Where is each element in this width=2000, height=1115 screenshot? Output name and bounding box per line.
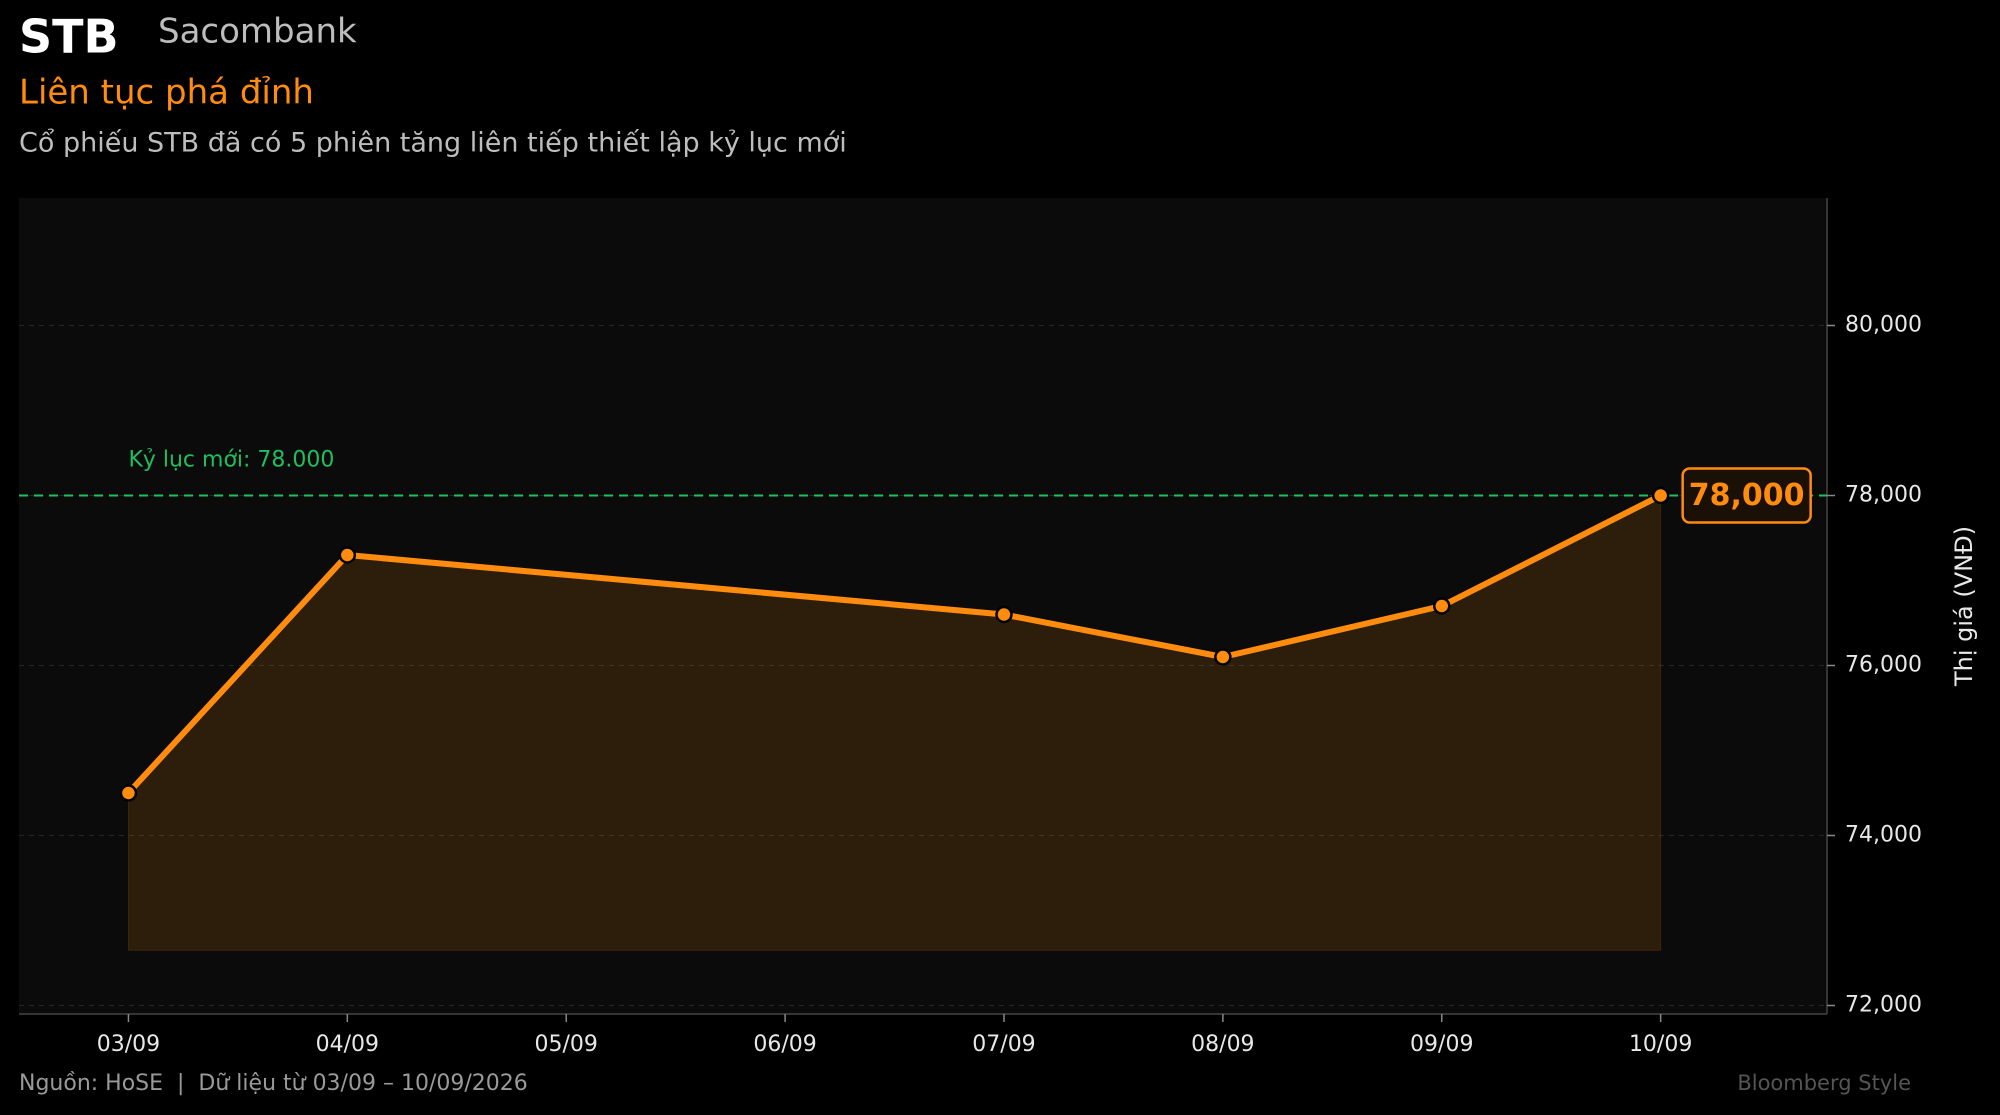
y-tick-label: 74,000: [1845, 823, 1922, 848]
ticker: STB: [19, 10, 119, 64]
x-tick-label: 07/09: [972, 1032, 1035, 1057]
marker: [1214, 648, 1232, 666]
marker: [995, 605, 1013, 624]
x-tick-label: 05/09: [535, 1032, 598, 1057]
y-tick-label: 78,000: [1845, 483, 1922, 508]
marker: [338, 546, 357, 564]
x-tick-label: 04/09: [316, 1032, 379, 1057]
marker: [1433, 597, 1451, 615]
value-label: 78,000: [1689, 478, 1805, 513]
y-tick-label: 72,000: [1845, 993, 1922, 1018]
y-tick-label: 76,000: [1845, 653, 1922, 678]
x-tick-label: 09/09: [1410, 1032, 1473, 1057]
marker: [1651, 486, 1670, 505]
marker: [119, 784, 138, 802]
headline: Liên tục phá đỉnh: [19, 73, 314, 113]
value-label-box: [1681, 467, 1812, 524]
x-tick-label: 06/09: [753, 1032, 816, 1057]
company: Sacombank: [158, 12, 357, 52]
brand: Bloomberg Style: [1737, 1071, 1911, 1095]
reference-label: Kỷ lục mới: 78.000: [128, 448, 334, 473]
x-tick-label: 03/09: [97, 1032, 160, 1057]
x-tick-label: 08/09: [1191, 1032, 1254, 1057]
source: Nguồn: HoSE | Dữ liệu từ 03/09 – 10/09/2…: [19, 1071, 528, 1096]
description: Cổ phiếu STB đã có 5 phiên tăng liên tiế…: [19, 128, 847, 159]
y-axis-label: Thị giá (VNĐ): [1950, 526, 1978, 687]
y-tick-label: 80,000: [1845, 313, 1922, 338]
line: [126, 492, 1663, 796]
x-tick-label: 10/09: [1629, 1032, 1692, 1057]
